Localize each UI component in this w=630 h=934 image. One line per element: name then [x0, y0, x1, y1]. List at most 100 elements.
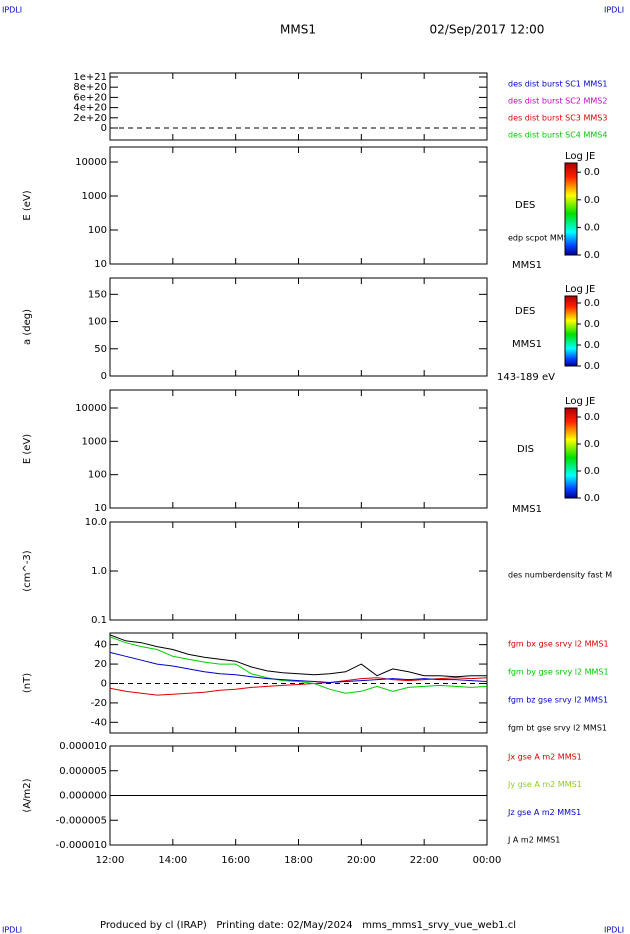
y-tick-label: 0.000005	[59, 766, 107, 777]
colorbar	[564, 295, 578, 367]
series-line	[109, 677, 488, 696]
y-tick-label: 0.000010	[59, 741, 107, 752]
legend-label: des dist burst SC1 MMS1	[508, 80, 607, 89]
y-tick-label: 100	[88, 317, 107, 328]
y-tick-label: 20	[94, 659, 107, 670]
y-tick-label: 10000	[75, 157, 107, 168]
x-tick-label: 00:00	[473, 855, 502, 866]
y-tick-label: -0.000005	[56, 815, 107, 826]
legend-label: fgm bt gse srvy l2 MMS1	[508, 724, 607, 733]
plot-frame	[109, 277, 488, 377]
logo-right: IPDLI	[604, 6, 624, 15]
x-tick-label: 12:00	[96, 855, 125, 866]
legend-label: Jy gse A m2 MMS1	[507, 780, 582, 789]
y-axis-label: a (deg)	[22, 309, 33, 345]
colorbar-tick-label: 0.0	[584, 361, 600, 372]
legend-label: fgm by gse srvy l2 MMS1	[508, 668, 609, 677]
y-tick-label: 10	[94, 259, 107, 270]
y-tick-label: 4e+20	[73, 103, 107, 114]
y-tick-label: -0.000010	[56, 840, 107, 851]
annotation: MMS1	[512, 504, 542, 515]
annotation: edp scpot MMS1	[508, 234, 574, 243]
colorbar-tick-label: 0.0	[584, 439, 600, 450]
y-tick-label: 2e+20	[73, 113, 107, 124]
plot-frame	[109, 72, 488, 141]
annotation: des numberdensity fast M	[508, 571, 612, 580]
x-tick-label: 16:00	[221, 855, 250, 866]
annotation: 143-189 eV	[497, 372, 555, 383]
annotation: DES	[515, 306, 535, 317]
colorbar-tick-label: 0.0	[584, 298, 600, 309]
y-tick-label: 100	[88, 470, 107, 481]
legend-label: des dist burst SC3 MMS3	[508, 114, 607, 123]
x-tick-label: 20:00	[347, 855, 376, 866]
colorbar-title: Log JE	[565, 151, 595, 162]
y-axis-label: (cm^-3)	[22, 550, 33, 591]
colorbar-tick-label: 0.0	[584, 340, 600, 351]
footer: Produced by cl (IRAP) Printing date: 02/…	[100, 920, 516, 931]
y-tick-label: 10.0	[85, 517, 107, 528]
annotation: MMS1	[512, 339, 542, 350]
logo-left: IPDLI	[2, 6, 22, 15]
legend-label: Jz gse A m2 MMS1	[507, 808, 581, 817]
annotation: DES	[515, 200, 535, 211]
legend-label: Jx gse A m2 MMS1	[507, 753, 582, 762]
legend-label: fgm bz gse srvy l2 MMS1	[508, 696, 608, 705]
colorbar-tick-label: 0.0	[584, 167, 600, 178]
legend-label: des dist burst SC2 MMS2	[508, 97, 607, 106]
plot-frame	[109, 521, 488, 621]
y-tick-label: 1.0	[91, 566, 107, 577]
y-tick-label: 0	[101, 371, 107, 382]
y-tick-label: 150	[88, 289, 107, 300]
legend-label: des dist burst SC4 MMS4	[508, 131, 607, 140]
colorbar-tick-label: 0.0	[584, 222, 600, 233]
colorbar-title: Log JE	[565, 284, 595, 295]
y-axis-label: (A/m2)	[22, 778, 33, 812]
colorbar	[564, 407, 578, 499]
y-tick-label: 100	[88, 225, 107, 236]
y-tick-label: 40	[94, 640, 107, 651]
y-tick-label: 10000	[75, 403, 107, 414]
plot-frame	[109, 146, 488, 265]
logo-right: IPDLI	[604, 926, 624, 934]
colorbar-tick-label: 0.0	[584, 493, 600, 504]
y-tick-label: 1000	[82, 191, 107, 202]
y-axis-label: E (eV)	[22, 190, 33, 220]
y-tick-label: 6e+20	[73, 92, 107, 103]
y-tick-label: 50	[94, 344, 107, 355]
x-tick-label: 14:00	[158, 855, 187, 866]
annotation: DIS	[517, 444, 534, 455]
annotation: MMS1	[512, 260, 542, 271]
plot-frame	[109, 389, 488, 509]
y-axis-label: E (eV)	[22, 434, 33, 464]
x-tick-label: 18:00	[284, 855, 313, 866]
y-tick-label: 0.000000	[59, 791, 107, 802]
y-tick-label: 0.1	[91, 615, 107, 626]
y-tick-label: -40	[91, 717, 107, 728]
colorbar-tick-label: 0.0	[584, 466, 600, 477]
series-line	[109, 634, 487, 678]
y-tick-label: 1000	[82, 436, 107, 447]
logo-left: IPDLI	[2, 926, 22, 934]
date: 02/Sep/2017 12:00	[430, 23, 545, 37]
colorbar-tick-label: 0.0	[584, 319, 600, 330]
colorbar-tick-label: 0.0	[584, 250, 600, 261]
y-tick-label: 1e+21	[73, 72, 107, 83]
y-tick-label: 10	[94, 503, 107, 514]
colorbar	[564, 162, 578, 256]
colorbar-tick-label: 0.0	[584, 195, 600, 206]
legend-label: J A m2 MMS1	[507, 836, 560, 845]
legend-label: fgm bx gse srvy l2 MMS1	[508, 640, 609, 649]
chart-title: MMS1	[280, 23, 316, 37]
y-tick-label: 0	[101, 678, 107, 689]
y-tick-label: 0	[101, 123, 107, 134]
x-tick-label: 22:00	[410, 855, 439, 866]
y-tick-label: 8e+20	[73, 82, 107, 93]
colorbar-tick-label: 0.0	[584, 412, 600, 423]
y-axis-label: (nT)	[22, 673, 33, 693]
series-line	[109, 636, 488, 694]
colorbar-title: Log JE	[565, 396, 595, 407]
series-line	[109, 651, 488, 684]
